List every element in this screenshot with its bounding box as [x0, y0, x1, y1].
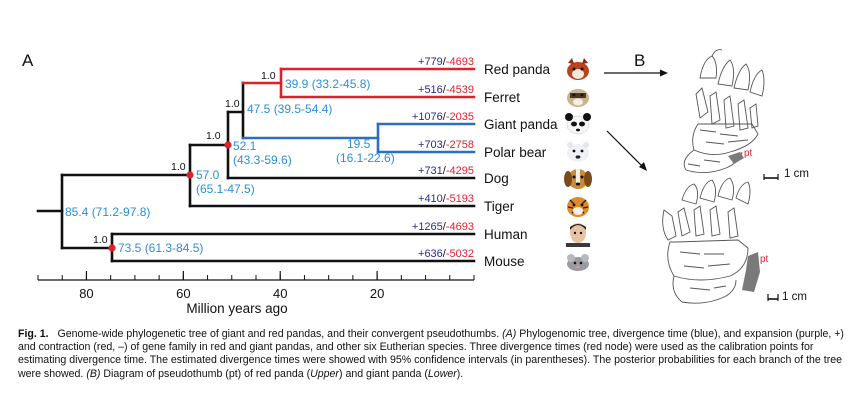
axis-tick-label: 60 — [176, 286, 190, 301]
taxon-tiger: Tiger — [484, 199, 515, 214]
gene-change-mouse: +636/-5032 — [418, 248, 474, 260]
divergence-times: 39.9 (33.2-45.8) 47.5 (39.5-54.4) 19.5 (… — [65, 77, 395, 255]
axis-minor-ticks — [37, 275, 475, 280]
tiger-icon — [567, 197, 589, 217]
divergence-bears-ci: (16.1-22.6) — [336, 151, 395, 165]
gene-change-giant-panda: +1076/-2035 — [412, 111, 474, 123]
figure: A B 1.0 1.0 1.0 1.0 — [22, 49, 809, 316]
arrow-head-red-panda — [660, 69, 668, 77]
caption-a-marker: (A) — [502, 328, 517, 340]
support-musteloid: 1.0 — [225, 98, 240, 110]
figure-caption: Fig. 1. Genome-wide phylogenetic tree of… — [18, 328, 850, 381]
taxon-mouse: Mouse — [484, 254, 525, 269]
giant-panda-scale-label: 1 cm — [782, 291, 807, 303]
axis-tick-label: 40 — [273, 286, 287, 301]
axis-tick-label: 80 — [79, 286, 93, 301]
support-caniform: 1.0 — [171, 161, 186, 173]
support-euarch: 1.0 — [93, 234, 108, 246]
divergence-caniform: 57.0 — [196, 168, 220, 182]
dog-icon — [564, 169, 592, 189]
support-rp-ferret: 1.0 — [261, 70, 276, 82]
divergence-bears: 19.5 — [347, 137, 371, 151]
giant-panda-pseudothumb — [742, 252, 760, 292]
taxon-ferret: Ferret — [484, 90, 520, 105]
red-panda-pt-label: pt — [744, 148, 753, 159]
giant-panda-paw-diagram — [662, 177, 751, 304]
caption-fig-label: Fig. 1. — [18, 328, 49, 340]
caption-b-marker: (B) — [86, 367, 101, 380]
caption-upper: Upper — [310, 367, 339, 380]
caption-b-text-1: Diagram of pseudothumb (pt) of red panda… — [103, 367, 311, 380]
red-panda-icon — [564, 57, 592, 81]
gene-change-tiger: +410/-5193 — [418, 193, 474, 205]
support-arctoid: 1.0 — [206, 130, 221, 142]
support-values: 1.0 1.0 1.0 1.0 1.0 — [93, 70, 276, 246]
caption-b-text-3: ). — [456, 367, 464, 380]
giant-panda-pt-label: pt — [760, 254, 769, 265]
human-icon — [566, 223, 590, 247]
red-panda-scale-label: 1 cm — [784, 168, 809, 180]
caption-lower: Lower — [427, 367, 457, 380]
gene-change-red-panda: +779/-4693 — [418, 56, 474, 68]
calibration-node-arctoid — [224, 141, 232, 149]
taxon-red-panda: Red panda — [484, 62, 551, 77]
divergence-euarch: 73.5 (61.3-84.5) — [118, 241, 203, 255]
phylogenetic-tree — [36, 67, 476, 263]
panel-a-letter: A — [22, 51, 34, 70]
gene-change-human: +1265/-4693 — [412, 221, 474, 233]
polar-bear-icon — [567, 142, 589, 162]
taxon-human: Human — [484, 227, 528, 242]
axis-tick-label: 20 — [370, 286, 384, 301]
arrow-to-giant-panda-paw — [606, 130, 643, 167]
gene-change-dog: +731/-4295 — [418, 165, 474, 177]
divergence-rp-ferret: 39.9 (33.2-45.8) — [285, 77, 370, 91]
caption-title: Genome-wide phylogenetic tree of giant a… — [57, 328, 500, 340]
gene-change-polar-bear: +703/-2758 — [418, 139, 474, 151]
gene-change-ferret: +516/-4539 — [418, 84, 474, 96]
time-axis: 80 60 40 20 Million years ago — [37, 271, 475, 316]
taxon-polar-bear: Polar bear — [484, 145, 547, 160]
panel-b-letter: B — [634, 51, 645, 70]
red-panda-pseudothumb — [728, 152, 744, 164]
taxon-dog: Dog — [484, 171, 509, 186]
axis-tick-labels: 80 60 40 20 — [79, 271, 384, 301]
divergence-eutheria: 85.4 (71.2-97.8) — [65, 205, 150, 219]
divergence-arctoid-ci: (43.3-59.6) — [233, 153, 292, 167]
taxon-names: Red panda Ferret Giant panda Polar bear … — [484, 62, 558, 269]
divergence-caniform-ci: (65.1-47.5) — [196, 182, 255, 196]
ferret-icon — [567, 89, 589, 107]
divergence-arctoid: 52.1 — [233, 139, 257, 153]
caption-b-text-2: ) and giant panda ( — [338, 367, 428, 380]
caption-a-text: Phylogenomic tree, divergence time (blue… — [18, 328, 844, 380]
calibration-node-euarchontoglires — [108, 244, 116, 252]
divergence-musteloid: 47.5 (39.5-54.4) — [247, 102, 332, 116]
arrow-head-giant-panda — [639, 162, 647, 171]
giant-panda-icon — [565, 113, 591, 135]
axis-title: Million years ago — [186, 301, 287, 316]
taxon-giant-panda: Giant panda — [484, 117, 558, 132]
gene-family-changes: +779/-4693 +516/-4539 +1076/-2035 +703/-… — [412, 56, 474, 260]
mouse-icon — [567, 254, 589, 271]
calibration-node-caniform — [186, 171, 194, 179]
